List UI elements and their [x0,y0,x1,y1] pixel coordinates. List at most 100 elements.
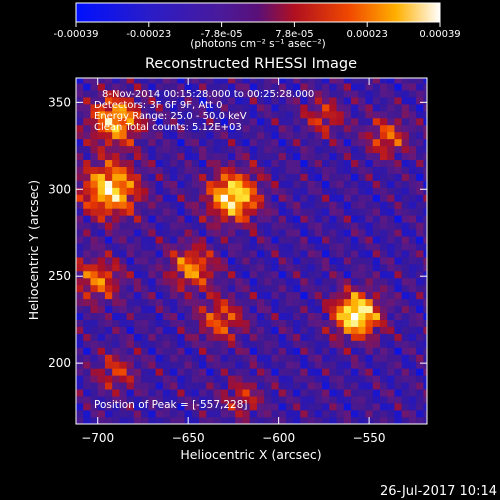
heatmap-cell [423,375,427,383]
heatmap-cell [148,417,156,424]
heatmap-cell [394,159,402,167]
heatmap-cell [293,375,301,383]
heatmap-cell [256,347,265,355]
heatmap-cell [300,236,308,244]
heatmap-cell [170,159,178,167]
heatmap-cell [372,298,381,307]
heatmap-cell [235,236,243,244]
heatmap-cell [271,166,279,174]
heatmap-cell [112,173,120,181]
heatmap-cell [358,291,366,300]
heatmap-cell [104,194,113,202]
heatmap-cell [162,152,171,161]
heatmap-cell [249,78,258,84]
heatmap-cell [293,277,301,286]
heatmap-cell [220,215,229,223]
heatmap-cell [343,333,352,341]
heatmap-cell [213,166,222,174]
heatmap-cell [423,111,427,119]
heatmap-cell [249,83,258,91]
heatmap-cell [191,131,200,140]
heatmap-cell [322,305,330,314]
heatmap-cell [199,97,207,105]
heatmap-cell [133,347,142,355]
heatmap-cell [343,145,352,154]
heatmap-cell [133,382,142,390]
heatmap-cell [256,403,265,411]
heatmap-cell [235,131,243,140]
heatmap-cell [249,417,258,424]
heatmap-cell [112,389,120,397]
heatmap-cell [256,208,265,216]
heatmap-cell [300,347,308,355]
heatmap-cell [104,243,113,251]
heatmap-cell [249,277,258,286]
heatmap-cell [300,361,308,369]
heatmap-cell [264,180,272,188]
heatmap-cell [220,257,229,265]
heatmap-cell [220,368,229,376]
heatmap-cell [242,215,250,223]
heatmap-cell [191,159,200,167]
heatmap-cell [278,354,287,362]
heatmap-cell [293,83,301,91]
heatmap-cell [155,145,164,154]
heatmap-cell [329,410,337,418]
heatmap-cell [83,201,91,209]
heatmap-cell [379,90,388,98]
heatmap-cell [358,229,366,237]
heatmap-cell [416,354,424,362]
heatmap-cell [249,305,258,314]
heatmap-cell [133,389,142,397]
heatmap-cell [401,131,410,140]
heatmap-cell [329,361,337,369]
heatmap-cell [199,243,207,251]
heatmap-cell [199,194,207,202]
heatmap-cell [423,361,427,369]
heatmap-cell [351,368,359,376]
heatmap-cell [133,396,142,404]
heatmap-cell [162,333,171,341]
heatmap-cell [191,270,200,279]
heatmap-cell [191,117,200,126]
heatmap-cell [97,243,106,251]
heatmap-cell [379,410,388,418]
heatmap-cell [322,250,330,258]
heatmap-cell [351,236,359,244]
heatmap-cell [242,340,250,348]
heatmap-cell [322,131,330,140]
heatmap-cell [83,298,91,307]
heatmap-cell [235,215,243,223]
heatmap-cell [148,333,156,341]
heatmap-cell [155,90,164,98]
heatmap-cell [300,250,308,258]
heatmap-cell [387,159,395,167]
heatmap-cell [184,291,193,300]
heatmap-cell [408,78,417,84]
heatmap-cell [126,145,135,154]
heatmap-cell [104,347,113,355]
heatmap-cell [83,382,91,390]
heatmap-cell [170,173,178,181]
heatmap-cell [119,305,127,314]
heatmap-cell [119,90,127,98]
heatmap-cell [170,375,178,383]
heatmap-cell [401,173,410,181]
heatmap-cell [293,410,301,418]
heatmap-cell [365,298,374,307]
heatmap-cell [242,208,250,216]
heatmap-cell [256,243,265,251]
heatmap-cell [148,396,156,404]
heatmap-cell [104,368,113,376]
heatmap-cell [372,90,381,98]
heatmap-cell [133,173,142,181]
heatmap-cell [387,229,395,237]
heatmap-cell [401,340,410,348]
heatmap-cell [235,201,243,209]
heatmap-cell [329,305,337,314]
heatmap-cell [285,124,294,133]
heatmap-cell [177,284,185,293]
heatmap-cell [336,222,345,230]
heatmap-cell [90,104,99,112]
heatmap-cell [119,124,127,133]
